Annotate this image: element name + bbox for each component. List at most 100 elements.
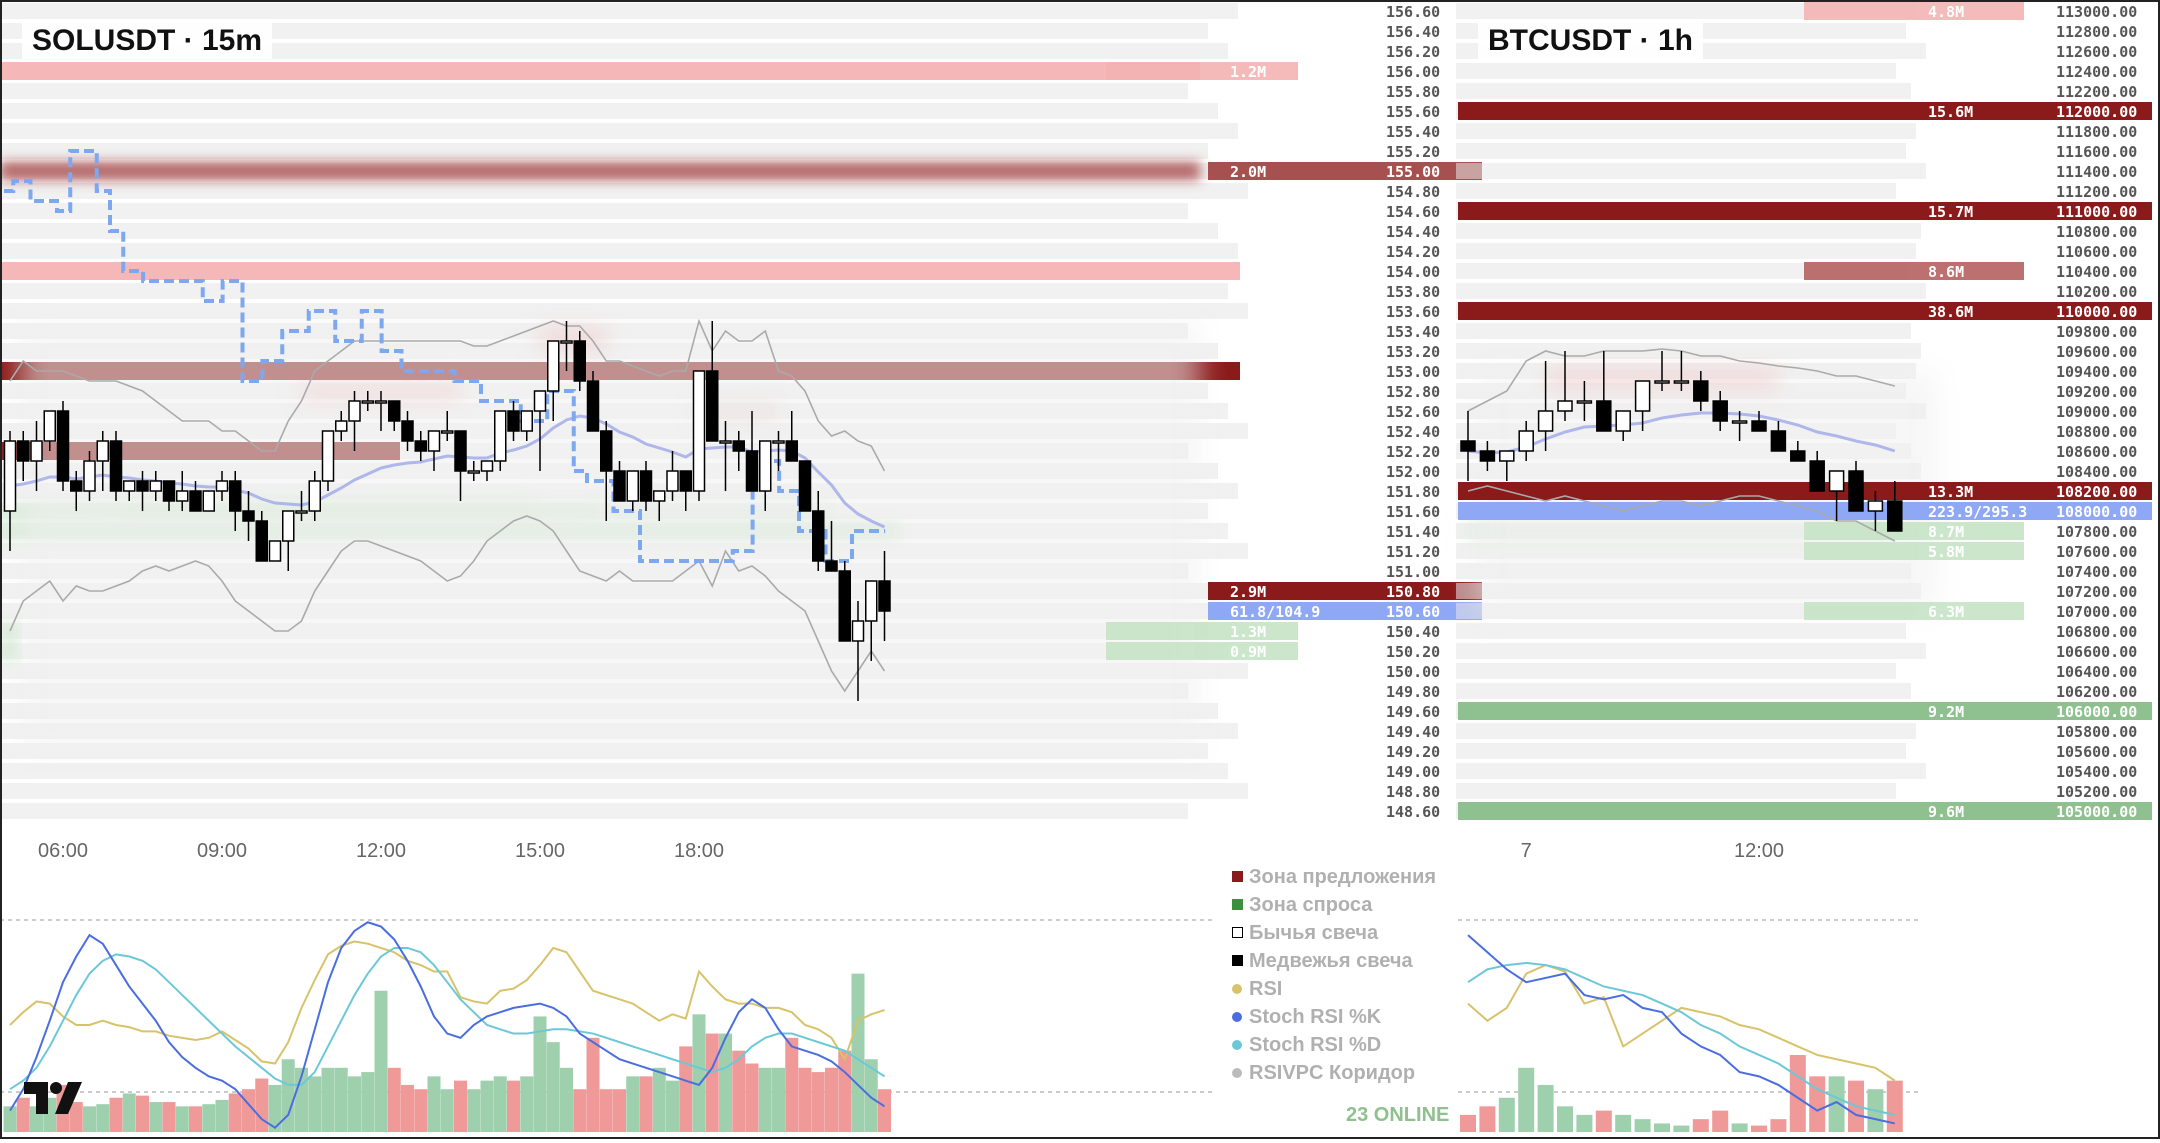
volume-bar	[149, 1102, 163, 1132]
x-tick-label: 12:00	[356, 840, 406, 862]
y-tick-label: 106400.00	[2056, 663, 2137, 681]
bear-candle	[785, 440, 798, 462]
volume-bar	[122, 1093, 136, 1132]
bear-candle	[586, 380, 600, 432]
btc-chart[interactable]: 4.8M 8.6M 8.7M 5.8M 6.3M 15.6M 112000.00 15.7M 1…	[1456, 2, 2152, 1132]
y-tick-label: 152.80	[1386, 383, 1440, 401]
legend-item-stoch-k[interactable]: Stoch RSI %K	[1232, 1006, 1472, 1034]
bull-candle	[1518, 430, 1534, 452]
y-tick-label: 149.20	[1386, 743, 1440, 761]
volume-bar	[308, 1076, 322, 1132]
legend-item-rsivpc[interactable]: RSIVPC Коридор	[1232, 1062, 1472, 1090]
y-tick-label: 105400.00	[2056, 763, 2137, 781]
bull-candle	[520, 410, 533, 432]
order-book-row	[0, 303, 1248, 319]
bull-candle	[547, 340, 560, 392]
order-book-row	[1456, 143, 1906, 159]
price-level-band	[1458, 502, 2152, 520]
y-tick-label: 156.40	[1386, 23, 1440, 41]
price-level-value: 111000.00	[2056, 203, 2137, 221]
price-level-value: 155.00	[1386, 163, 1440, 181]
bear-candle	[454, 430, 467, 472]
indicator-pane	[1458, 919, 1918, 1132]
volume-bar	[467, 1089, 481, 1132]
price-level-volume: 15.6M	[1928, 103, 1973, 121]
legend-item-stoch-d[interactable]: Stoch RSI %D	[1232, 1034, 1472, 1062]
price-level-volume: 61.8/104.9	[1230, 603, 1320, 621]
bull-candle	[149, 480, 162, 492]
volume-tag-bar	[1106, 622, 1298, 640]
tradingview-logo-icon[interactable]	[22, 1080, 84, 1116]
rsivpc-dot-icon	[1232, 1068, 1242, 1078]
order-book-row	[1456, 63, 1896, 79]
order-book-row	[1456, 763, 1926, 779]
volume-bar	[1557, 1106, 1573, 1132]
volume-bar	[162, 1102, 176, 1132]
bull-candle	[427, 430, 441, 452]
bear-candle	[679, 470, 692, 492]
volume-bar	[96, 1104, 110, 1132]
sol-chart[interactable]: 1.2M 1.3M 0.9M 2.0M 155.00 2.9M 150.80 61.8/104…	[0, 3, 1482, 1132]
y-tick-label: 113000.00	[2056, 3, 2137, 21]
price-level-volume: 38.6M	[1928, 303, 1973, 321]
bull-candle	[653, 490, 666, 502]
bear-candle	[109, 440, 123, 492]
volume-bar	[480, 1080, 494, 1132]
legend-item-supply-zone[interactable]: Зона предложения	[1232, 866, 1472, 894]
order-book-row	[0, 283, 1228, 299]
y-tick-label: 149.40	[1386, 723, 1440, 741]
volume-tag-label: 1.2M	[1230, 63, 1266, 81]
volume-bar	[772, 1067, 785, 1132]
volume-bar	[16, 1097, 30, 1132]
y-tick-label: 154.80	[1386, 183, 1440, 201]
bull-candle	[719, 440, 732, 444]
volume-bar	[1595, 1110, 1612, 1132]
bear-candle	[507, 410, 520, 432]
y-axis: 113000.00 112800.00 112600.00 112400.00 1122…	[2056, 3, 2137, 801]
bear-candle	[600, 430, 613, 472]
y-tick-label: 156.00	[1386, 63, 1440, 81]
volume-bar	[626, 1076, 640, 1132]
band-lower-line	[1467, 485, 1896, 542]
volume-bar	[1828, 1076, 1845, 1132]
bear-candle	[401, 420, 414, 442]
x-tick-label: 7	[1521, 840, 1532, 862]
y-tick-label: 151.00	[1386, 563, 1440, 581]
bull-candle	[1615, 410, 1631, 432]
y-tick-label: 110800.00	[2056, 223, 2137, 241]
bull-candle	[43, 410, 56, 442]
volume-bar	[573, 1089, 587, 1132]
bear-candle	[732, 440, 745, 452]
rsivpc-corridor-line	[4, 149, 886, 563]
price-level-value: 108200.00	[2056, 483, 2137, 501]
y-tick-label: 151.20	[1386, 543, 1440, 561]
volume-bar	[1712, 1110, 1729, 1132]
bull-candle-icon	[1232, 927, 1243, 938]
y-tick-label: 153.60	[1386, 303, 1440, 321]
bear-candle	[1887, 500, 1903, 532]
legend-item-bear-candle[interactable]: Медвежья свеча	[1232, 950, 1472, 978]
x-tick-label: 18:00	[674, 840, 724, 862]
demand-square-icon	[1232, 899, 1243, 910]
rsi-dot-icon	[1232, 984, 1242, 994]
legend-item-bull-candle[interactable]: Бычья свеча	[1232, 922, 1472, 950]
legend-item-demand-zone[interactable]: Зона спроса	[1232, 894, 1472, 922]
order-book-row	[1456, 643, 1926, 659]
x-tick-label: 09:00	[197, 840, 247, 862]
order-book-row	[1456, 683, 1911, 699]
bear-candle	[17, 440, 30, 462]
legend-item-rsi[interactable]: RSI	[1232, 978, 1472, 1006]
y-tick-label: 153.20	[1386, 343, 1440, 361]
bear-candle	[189, 490, 202, 512]
y-tick-label: 154.60	[1386, 203, 1440, 221]
bull-candle	[851, 620, 865, 642]
price-level-band	[1458, 202, 2152, 220]
bull-candle	[348, 400, 361, 422]
bear-candle	[639, 470, 653, 502]
y-tick-label: 155.40	[1386, 123, 1440, 141]
y-tick-label: 111600.00	[2056, 143, 2137, 161]
candles	[3, 321, 891, 701]
volume-bar	[1751, 1125, 1767, 1132]
bull-candle	[321, 430, 335, 482]
order-book-row	[0, 223, 1218, 239]
